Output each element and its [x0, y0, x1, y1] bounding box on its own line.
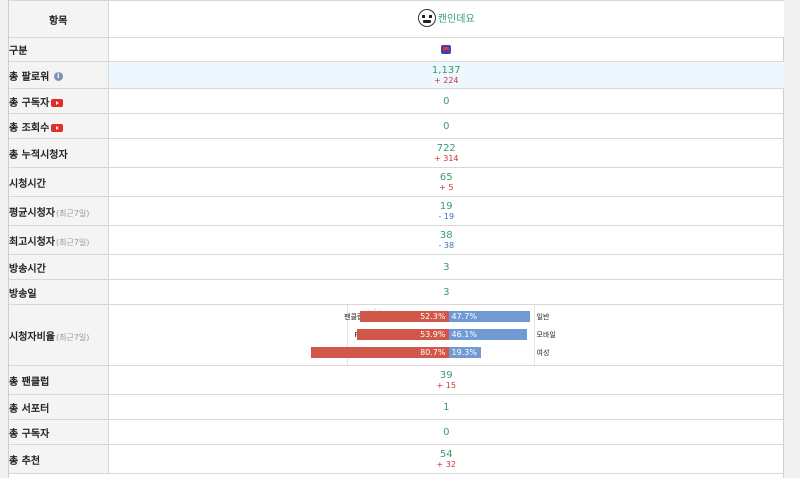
value-watch-time: 65 [439, 172, 453, 183]
ratio-right-bar: 19.3% [448, 347, 482, 358]
label-viewer-ratio: 시청자비율 [9, 331, 55, 343]
value-avg-viewers: 19 [439, 201, 453, 212]
ratio-left-bar: 52.3% [359, 311, 449, 322]
stats-table: 항목 캔인데요 구분 총 팔로워 i 1,137 + 224 총 구독자 0 총… [9, 0, 784, 474]
ratio-right-pct: 46.1% [451, 330, 477, 339]
ratio-left-bar: 53.9% [356, 329, 449, 340]
row-max-viewers: 최고시청자(최근7일) 38 - 38 [9, 225, 784, 255]
ratio-right-pct: 47.7% [451, 312, 477, 321]
label-cumulative-viewers: 총 누적시청자 [9, 138, 109, 168]
value-supporters: 1 [443, 401, 450, 413]
row-watch-time: 시청시간 65 + 5 [9, 167, 784, 197]
youtube-icon [51, 98, 64, 107]
header-row: 항목 캔인데요 [9, 0, 784, 38]
delta-cumulative-viewers: + 314 [433, 154, 459, 163]
label-viewer-ratio-sub: (최근7일) [56, 332, 90, 342]
value-broadcast-time: 3 [443, 261, 450, 273]
youtube-icon [51, 123, 64, 132]
row-subscribers-yt: 총 구독자 0 [9, 88, 784, 114]
ratio-row: PC53.9%46.1%모바일 [109, 329, 785, 341]
value-fanclub: 39 [439, 370, 453, 381]
ratio-left-name: 팬클럽 [344, 313, 364, 321]
delta-followers: + 224 [433, 76, 459, 85]
label-subscribers: 총 구독자 [9, 419, 109, 445]
ratio-right-name: 모바일 [536, 331, 556, 339]
stats-panel: 항목 캔인데요 구분 총 팔로워 i 1,137 + 224 총 구독자 0 총… [8, 0, 784, 478]
delta-recommendations: + 32 [436, 460, 456, 469]
row-category: 구분 [9, 37, 784, 62]
ratio-left-pct: 80.7% [420, 348, 446, 357]
row-avg-viewers: 평균시청자(최근7일) 19 - 19 [9, 196, 784, 226]
value-subscribers: 0 [443, 426, 450, 438]
value-followers: 1,137 [431, 65, 461, 76]
delta-fanclub: + 15 [436, 381, 456, 390]
row-fanclub: 총 팬클럽 39 + 15 [9, 365, 784, 395]
label-subscribers-yt: 총 구독자 [9, 97, 50, 109]
label-broadcast-time: 방송시간 [9, 254, 109, 280]
row-supporters: 총 서포터 1 [9, 394, 784, 420]
streamer-name[interactable]: 캔인데요 [437, 14, 475, 25]
label-max-viewers: 최고시청자 [9, 236, 55, 248]
label-watch-time: 시청시간 [9, 167, 109, 197]
row-broadcast-days: 방송일 3 [9, 279, 784, 305]
ratio-left-pct: 52.3% [420, 312, 446, 321]
ratio-left-bar: 80.7% [311, 347, 449, 358]
info-icon[interactable]: i [53, 72, 63, 81]
row-broadcast-time: 방송시간 3 [9, 254, 784, 280]
row-views-yt: 총 조회수 0 [9, 113, 784, 139]
broadcast-tv-icon [441, 44, 452, 54]
delta-avg-viewers: - 19 [438, 212, 455, 221]
ratio-right-name: 여성 [536, 349, 550, 357]
row-viewer-ratio: 시청자비율(최근7일) afr 팬클럽52.3%47.7%일반PC53.9%46… [9, 304, 785, 366]
ratio-right-name: 일반 [536, 313, 550, 321]
label-views-yt: 총 조회수 [9, 122, 50, 134]
value-subscribers-yt: 0 [443, 95, 450, 107]
label-avg-viewers-sub: (최근7일) [56, 208, 90, 218]
value-views-yt: 0 [443, 120, 450, 132]
viewer-ratio-chart: afr 팬클럽52.3%47.7%일반PC53.9%46.1%모바일남성80.7… [109, 305, 785, 365]
row-recommendations: 총 추천 54 + 32 [9, 444, 784, 474]
delta-max-viewers: - 38 [438, 241, 455, 250]
ratio-right-bar: 46.1% [448, 329, 527, 340]
row-followers: 총 팔로워 i 1,137 + 224 [9, 61, 784, 89]
row-cumulative-viewers: 총 누적시청자 722 + 314 [9, 138, 784, 168]
column-header-label: 항목 [9, 0, 109, 38]
ratio-left-pct: 53.9% [420, 330, 446, 339]
row-subscribers: 총 구독자 0 [9, 419, 784, 445]
label-avg-viewers: 평균시청자 [9, 207, 55, 219]
label-broadcast-days: 방송일 [9, 279, 109, 305]
label-max-viewers-sub: (최근7일) [56, 237, 90, 247]
streamer-avatar-icon [417, 8, 436, 27]
ratio-right-pct: 19.3% [451, 348, 477, 357]
ratio-divider [346, 305, 348, 365]
ratio-row: 팬클럽 52.3% 47.7% 일반 [109, 311, 785, 323]
label-fanclub: 총 팬클럽 [9, 365, 109, 395]
ratio-row: 남성80.7%19.3%여성 [109, 347, 785, 359]
value-max-viewers: 38 [439, 230, 453, 241]
ratio-right-bar: 47.7% [448, 311, 530, 322]
streamer-link[interactable]: 캔인데요 [417, 8, 475, 27]
value-recommendations: 54 [439, 449, 453, 460]
label-category: 구분 [9, 37, 109, 62]
delta-watch-time: + 5 [439, 183, 454, 192]
label-recommendations: 총 추천 [9, 444, 109, 474]
label-followers: 총 팔로워 [9, 71, 50, 83]
value-cumulative-viewers: 722 [436, 143, 456, 154]
label-supporters: 총 서포터 [9, 394, 109, 420]
value-broadcast-days: 3 [443, 286, 450, 298]
ratio-divider [533, 305, 535, 365]
